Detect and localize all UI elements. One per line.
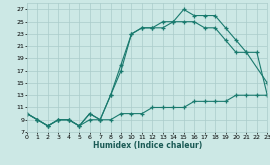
X-axis label: Humidex (Indice chaleur): Humidex (Indice chaleur)	[93, 141, 202, 150]
